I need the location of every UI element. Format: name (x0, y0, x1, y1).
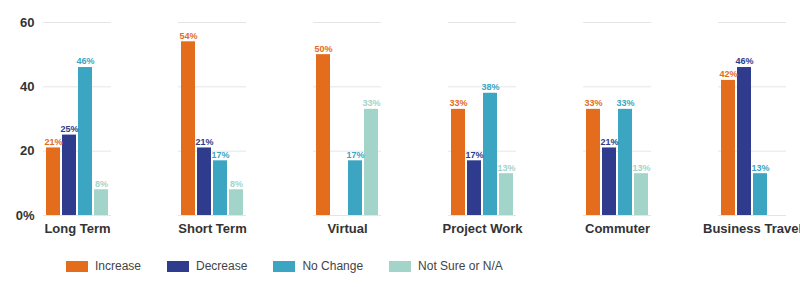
svg-text:13%: 13% (751, 163, 769, 173)
html-text:No Change: No Change (302, 259, 364, 273)
svg-text:21%: 21% (195, 137, 213, 147)
svg-text:13%: 13% (632, 163, 650, 173)
svg-text:21%: 21% (600, 137, 618, 147)
svg-text:33%: 33% (362, 98, 380, 108)
svg-text:Short Term: Short Term (178, 221, 246, 236)
svg-text:20: 20 (20, 143, 34, 158)
svg-text:13%: 13% (497, 163, 515, 173)
svg-text:33%: 33% (449, 98, 467, 108)
svg-text:Long Term: Long Term (44, 221, 110, 236)
svg-text:0%: 0% (16, 208, 35, 223)
svg-text:46%: 46% (735, 56, 753, 66)
svg-text:17%: 17% (346, 150, 364, 160)
svg-text:17%: 17% (211, 150, 229, 160)
svg-text:40: 40 (20, 79, 34, 94)
svg-text:8%: 8% (95, 179, 108, 189)
svg-text:60: 60 (20, 15, 34, 30)
svg-text:33%: 33% (584, 98, 602, 108)
svg-text:42%: 42% (719, 69, 737, 79)
svg-text:8%: 8% (230, 179, 243, 189)
svg-text:Project Work: Project Work (443, 221, 524, 236)
svg-text:Commuter: Commuter (585, 221, 650, 236)
svg-text:50%: 50% (314, 44, 332, 54)
svg-text:54%: 54% (179, 31, 197, 41)
svg-text:25%: 25% (60, 124, 78, 134)
svg-text:46%: 46% (76, 56, 94, 66)
svg-text:Virtual: Virtual (327, 221, 367, 236)
svg-text:21%: 21% (44, 137, 62, 147)
svg-text:17%: 17% (465, 150, 483, 160)
html-text:Not Sure or N/A: Not Sure or N/A (418, 259, 503, 273)
svg-text:Business Travel: Business Travel (703, 221, 800, 236)
svg-text:38%: 38% (481, 82, 499, 92)
svg-text:33%: 33% (616, 98, 634, 108)
html-text:Increase: Increase (95, 259, 141, 273)
html-text:Decrease: Decrease (196, 259, 248, 273)
